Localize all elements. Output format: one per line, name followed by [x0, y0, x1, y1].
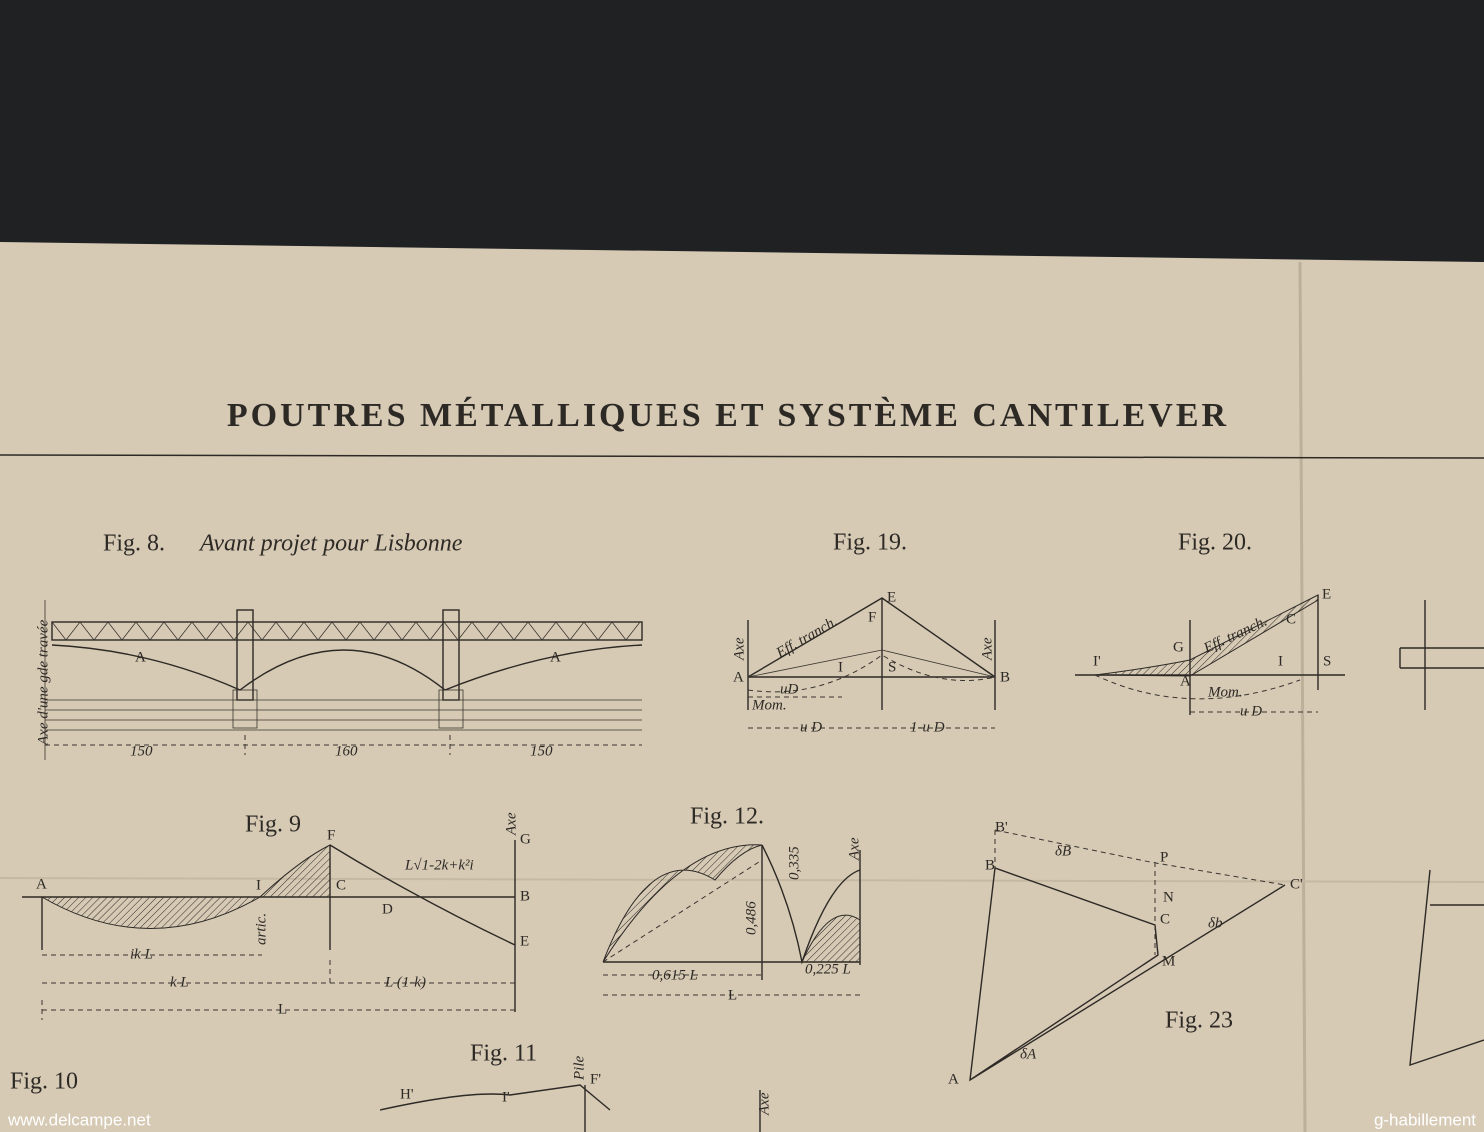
label: Mom. [1207, 684, 1243, 700]
fold [0, 877, 1484, 883]
fig9-drawing [22, 840, 516, 1020]
label: A [948, 1071, 959, 1087]
label: artic. [253, 913, 269, 945]
label: Axe [503, 812, 519, 836]
label: k L [170, 974, 189, 990]
fig8-drawing [44, 600, 643, 760]
label: 0,225 L [805, 961, 851, 977]
caption: Fig. 9 [245, 812, 301, 838]
caption: Fig. 12. [690, 804, 764, 830]
label: 150 [530, 743, 553, 759]
label: A [135, 649, 146, 665]
label: S [888, 659, 896, 675]
watermark: g-habillement [1374, 1110, 1476, 1129]
label: I [1278, 653, 1283, 669]
label: L√1-2k+k²i [404, 857, 474, 873]
label: M [1162, 953, 1175, 969]
label: L [278, 1001, 287, 1017]
fig19-drawing [747, 597, 996, 729]
fold [1298, 261, 1307, 1132]
fig12-drawing [602, 844, 861, 996]
label: I [838, 659, 843, 675]
paper [0, 242, 1484, 1132]
fig23-drawing [969, 829, 1286, 1082]
label: A [550, 649, 561, 665]
label: 0,615 L [652, 967, 698, 983]
label: F [868, 609, 876, 625]
label: Mom. [751, 697, 787, 713]
label: F' [590, 1071, 601, 1087]
label: C [1160, 911, 1170, 927]
watermark: www.delcampe.net [7, 1110, 151, 1129]
label: A [1180, 673, 1191, 689]
label: S [1323, 653, 1331, 669]
label: 160 [335, 743, 358, 759]
label: Axe [846, 837, 862, 861]
label: B [520, 888, 530, 904]
label: N [1163, 889, 1174, 905]
label: L [728, 987, 737, 1003]
label: Axe [979, 637, 995, 661]
fig11-drawing [379, 1084, 761, 1132]
label: δA [1020, 1046, 1037, 1062]
label: u D [1240, 703, 1262, 719]
label: E [520, 933, 529, 949]
label: A [733, 669, 744, 685]
label: I' [502, 1089, 510, 1105]
label: P [1160, 849, 1168, 865]
label: 0,486 [743, 901, 759, 935]
label: 1-u D [910, 719, 945, 735]
label: C [336, 877, 346, 893]
label: F [327, 827, 335, 843]
label: C [1286, 611, 1296, 627]
label: E [1322, 586, 1331, 602]
rule [0, 454, 1484, 459]
label: I [256, 877, 261, 893]
label: u D [800, 719, 822, 735]
caption: Fig. 11 [470, 1041, 537, 1067]
label: B [1000, 669, 1010, 685]
caption: Fig. 10 [10, 1069, 78, 1095]
label: L (1-k) [384, 974, 426, 990]
label: Axe d'une gde travée [35, 619, 51, 746]
label: uD [780, 681, 799, 697]
partial-drawing [1399, 600, 1484, 1067]
caption: Fig. 8. [103, 531, 165, 557]
caption-sub: Avant projet pour Lisbonne [198, 531, 463, 557]
label: H' [400, 1086, 414, 1102]
label: B [985, 857, 995, 873]
label: A [36, 876, 47, 892]
fig20-drawing [1075, 594, 1345, 715]
label: Pile [571, 1056, 587, 1081]
label: I' [1093, 653, 1101, 669]
label: E [887, 589, 896, 605]
label: Axe [731, 637, 747, 661]
title: POUTRES MÉTALLIQUES ET SYSTÈME CANTILEVE… [227, 397, 1229, 434]
label: 0,335 [786, 846, 802, 880]
label: C' [1290, 876, 1303, 892]
label: δB [1055, 843, 1071, 859]
label: 150 [130, 743, 153, 759]
label: δb [1208, 915, 1223, 931]
caption: Fig. 20. [1178, 530, 1252, 556]
label: B' [995, 819, 1008, 835]
label: G [1173, 639, 1184, 655]
label: Axe [756, 1092, 772, 1116]
label: ik L [130, 946, 153, 962]
label: D [382, 901, 393, 917]
label: G [520, 831, 531, 847]
caption: Fig. 23 [1165, 1008, 1233, 1034]
caption: Fig. 19. [833, 530, 907, 556]
